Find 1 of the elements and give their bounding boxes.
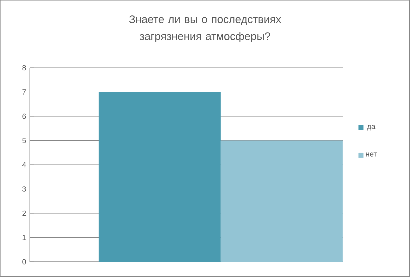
chart-title: Знаете ли вы о последствиях загрязнения атмосферы?: [129, 16, 282, 42]
